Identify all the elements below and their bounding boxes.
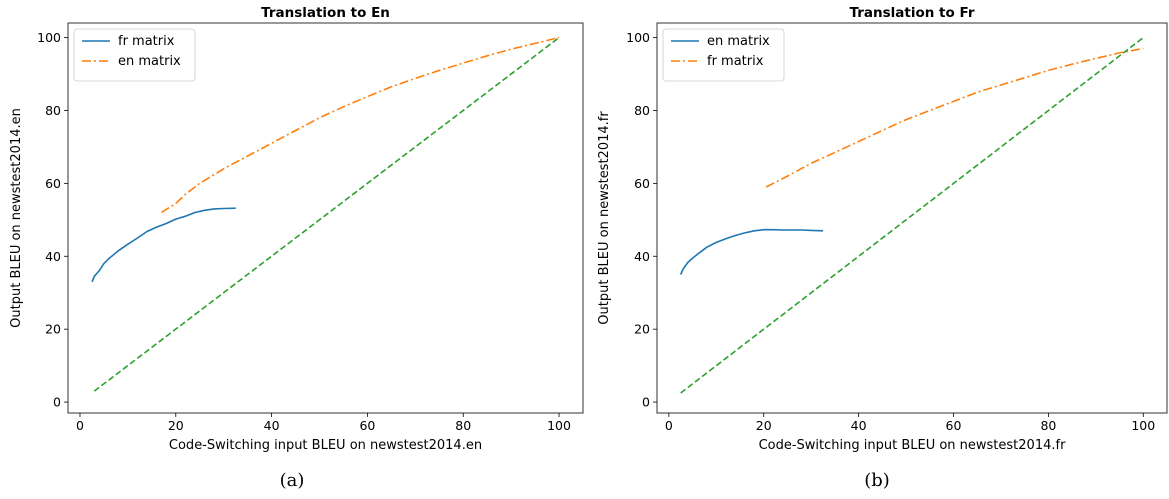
y-axis-label: Output BLEU on newstest2014.fr xyxy=(597,111,612,325)
x-axis-label: Code-Switching input BLEU on newstest201… xyxy=(759,438,1067,453)
y-tick-label: 20 xyxy=(45,322,61,337)
chart-svg-b: Translation to Fr 0 20 40 60 80 100 0 20 40 60 80 10… xyxy=(597,5,1168,453)
plot-frame xyxy=(67,22,584,414)
legend-box xyxy=(73,28,196,82)
series-line-1 xyxy=(91,207,236,283)
x-tick-label: 0 xyxy=(665,418,673,433)
chart-title: Translation to En xyxy=(261,5,390,21)
x-tick-label: 20 xyxy=(168,418,184,433)
chart-title: Translation to Fr xyxy=(850,5,975,21)
x-tick-label: 40 xyxy=(264,418,280,433)
y-tick-label: 0 xyxy=(53,395,61,410)
legend-label: en matrix xyxy=(118,54,181,69)
x-tick-label: 20 xyxy=(756,418,772,433)
x-tick-label: 80 xyxy=(455,418,471,433)
caption-b: (b) xyxy=(864,470,890,491)
y-tick-label: 40 xyxy=(45,249,61,264)
legend-label: en matrix xyxy=(707,34,770,49)
y-tick-label: 60 xyxy=(45,176,61,191)
legend-box xyxy=(662,28,785,82)
y-tick-label: 60 xyxy=(634,176,650,191)
y-tick-label: 80 xyxy=(634,103,650,118)
chart-panel-a: Translation to En 0 20 40 60 80 100 0 20 40 60 80 10… xyxy=(0,0,584,499)
x-tick-label: 60 xyxy=(946,418,962,433)
y-tick-label: 100 xyxy=(626,30,650,45)
chart-panel-b: Translation to Fr 0 20 40 60 80 100 0 20 40 60 80 10… xyxy=(585,0,1169,499)
series-line-2 xyxy=(160,36,560,214)
series-line-1 xyxy=(679,228,824,275)
caption-a: (a) xyxy=(279,470,305,491)
y-tick-label: 80 xyxy=(45,103,61,118)
x-tick-label: 60 xyxy=(359,418,375,433)
legend-label: fr matrix xyxy=(707,54,764,69)
x-tick-label: 100 xyxy=(1131,418,1155,433)
y-axis-label: Output BLEU on newstest2014.en xyxy=(9,108,24,328)
x-tick-label: 0 xyxy=(76,418,84,433)
plot-frame xyxy=(656,22,1168,414)
y-tick-label: 100 xyxy=(37,30,61,45)
legend-label: fr matrix xyxy=(118,34,175,49)
y-tick-label: 40 xyxy=(634,249,650,264)
series-line-2 xyxy=(765,47,1144,188)
series-line-3 xyxy=(93,36,560,392)
y-tick-label: 20 xyxy=(634,322,650,337)
chart-svg-a: Translation to En 0 20 40 60 80 100 0 20 40 60 80 10… xyxy=(9,5,584,453)
x-tick-label: 40 xyxy=(851,418,867,433)
y-tick-label: 0 xyxy=(642,395,650,410)
x-tick-label: 80 xyxy=(1040,418,1056,433)
x-tick-label: 100 xyxy=(547,418,571,433)
series-line-3 xyxy=(680,36,1144,394)
x-axis-label: Code-Switching input BLEU on newstest201… xyxy=(169,438,482,453)
